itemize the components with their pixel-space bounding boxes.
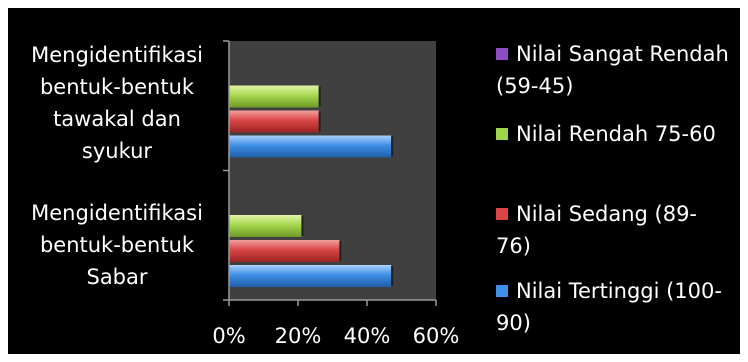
chart-svg: 0% 20% 40% 60% [212,40,460,348]
x-tick-label: 40% [344,324,391,348]
legend-item: Nilai Tertinggi (100- 90) [496,275,736,339]
axes-group: 0% 20% 40% 60% [212,40,460,348]
bar-series-3-cat-0 [229,135,392,158]
bar-shadow-series-1-cat-1 [301,216,304,236]
legend-swatch [496,285,508,297]
legend-item: Nilai Sedang (89- 76) [496,198,736,262]
legend-label: Nilai Rendah 75-60 [516,122,716,146]
bar-shadow-series-3-cat-1 [391,266,394,286]
bars-group [229,85,394,287]
category-label-line: Sabar [86,265,148,289]
category-label-line: bentuk-bentuk [39,233,195,257]
legend-item-line: Nilai Tertinggi (100- [496,275,736,307]
bar-series-1-cat-0 [229,85,319,108]
legend-item-line: Nilai Sangat Rendah [496,38,736,70]
legend-item-line: 90) [496,307,736,339]
legend-swatch [496,208,508,220]
bar-series-2-cat-1 [229,240,340,262]
legend-item-line: (59-45) [496,70,736,102]
bar-series-2-cat-0 [229,110,319,133]
x-tick-label: 60% [413,324,460,348]
legend-label: 76) [496,234,531,258]
legend-item-line: Nilai Sedang (89- [496,198,736,230]
legend-label: 90) [496,311,531,335]
category-label-line: Mengidentifikasi [31,201,203,225]
bar-shadow-series-2-cat-1 [339,241,342,261]
bar-series-3-cat-1 [229,265,392,287]
category-label: Mengidentifikasi bentuk-bentuk Sabar [12,197,222,293]
legend-item-line: 76) [496,230,736,262]
category-label-line: syukur [81,139,153,163]
legend-swatch [496,48,508,60]
bar-series-1-cat-1 [229,215,302,237]
chart-frame: 0% 20% 40% 60% Mengidentifikasi bentuk-bentu… [8,8,740,354]
bar-shadow-series-2-cat-0 [318,111,321,132]
category-label-line: tawakal dan [53,107,181,131]
x-tick-label: 20% [275,324,322,348]
category-label-line: bentuk-bentuk [39,75,195,99]
category-label: Mengidentifikasi bentuk-bentuk tawakal dan… [12,39,222,167]
x-tick-label: 0% [212,324,245,348]
legend-label: (59-45) [496,74,574,98]
legend-item: Nilai Sangat Rendah (59-45) [496,38,736,102]
legend-label: Nilai Tertinggi (100- [516,279,722,303]
legend-label: Nilai Sedang (89- [516,202,698,226]
category-label-line: Mengidentifikasi [31,43,203,67]
legend-swatch [496,128,508,140]
legend-label: Nilai Sangat Rendah [516,42,729,66]
legend-item: Nilai Rendah 75-60 [496,118,736,150]
legend-item-line: Nilai Rendah 75-60 [496,118,736,150]
bar-shadow-series-3-cat-0 [391,136,394,157]
bar-shadow-series-1-cat-0 [318,86,321,107]
